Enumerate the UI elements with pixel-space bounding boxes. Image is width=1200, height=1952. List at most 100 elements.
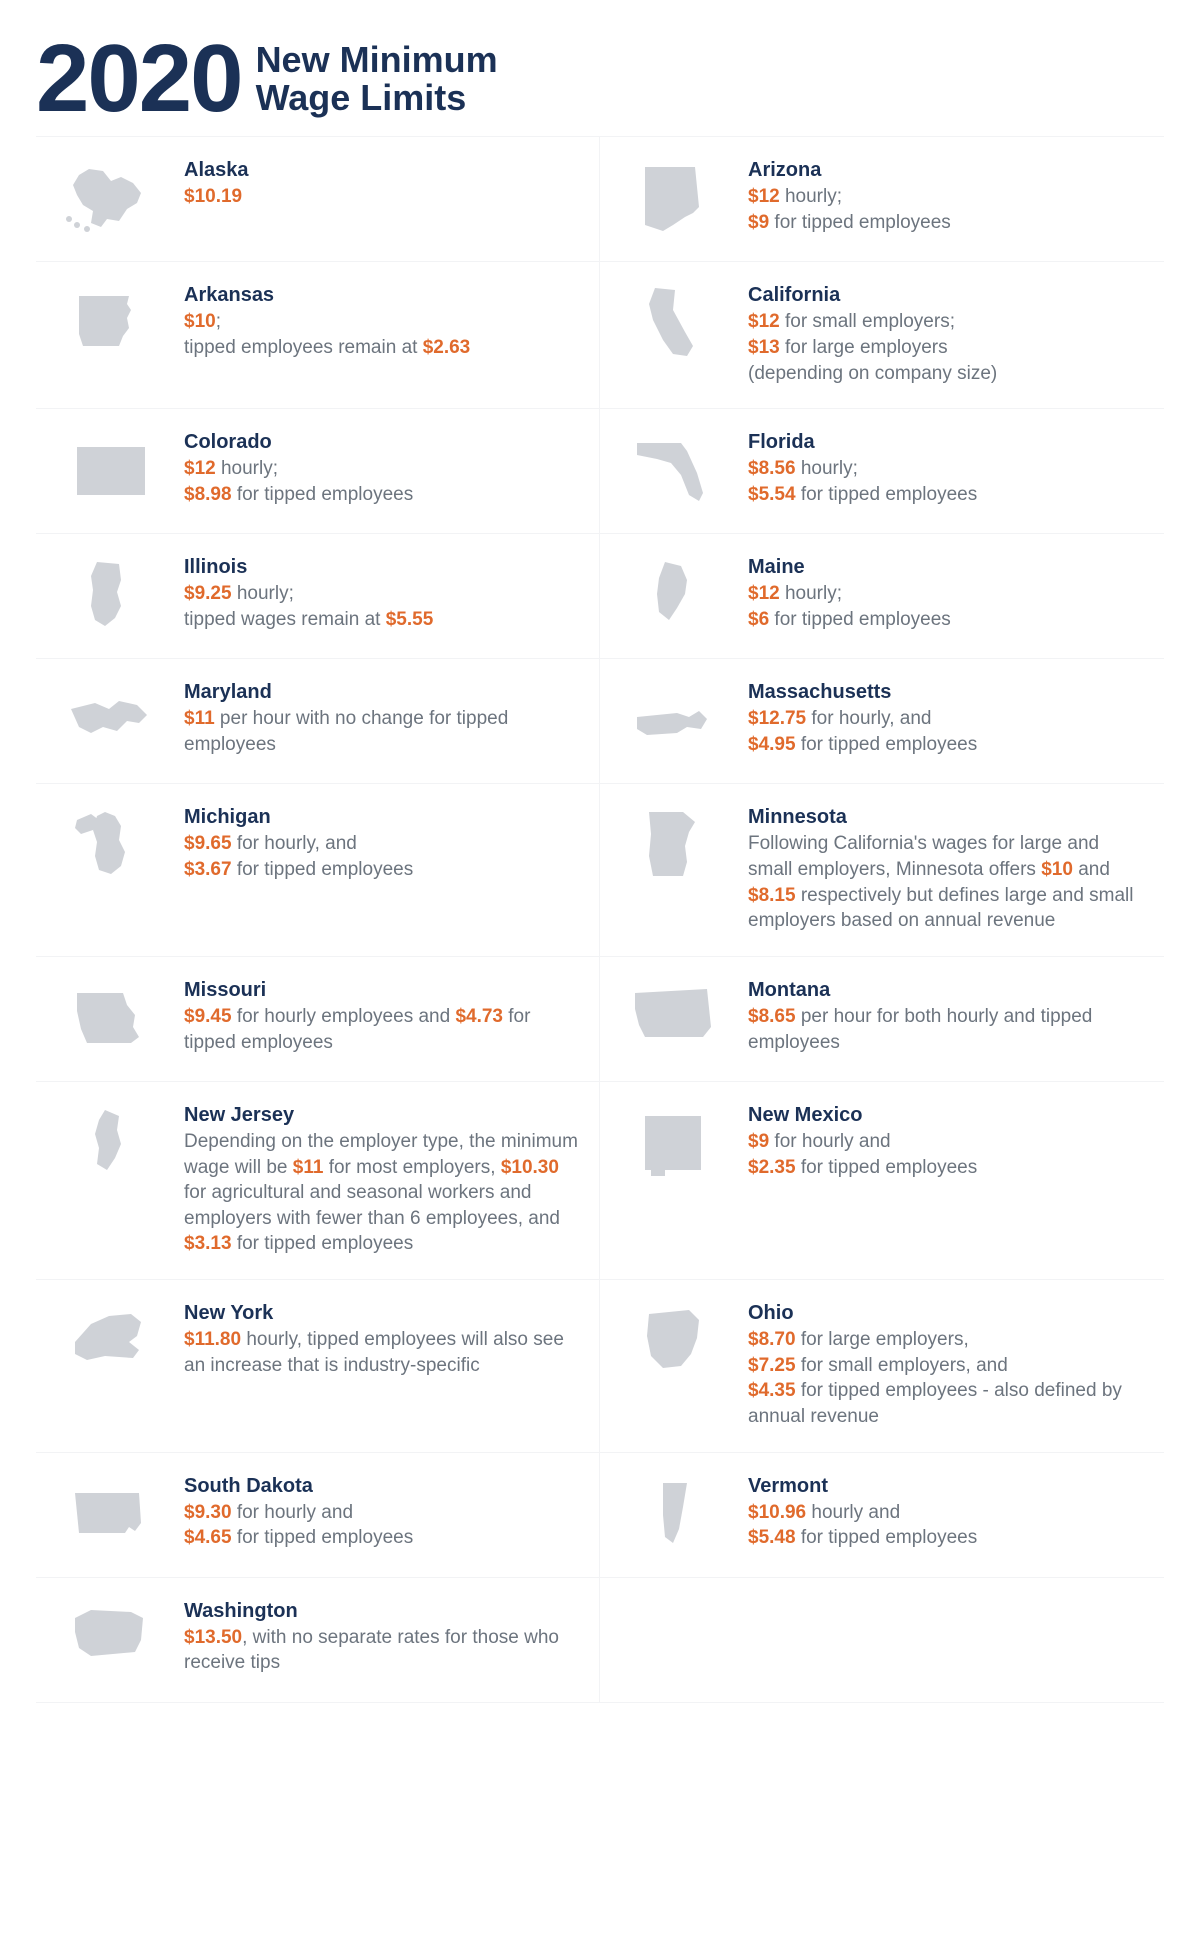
state-body: New JerseyDepending on the employer type… bbox=[184, 1104, 579, 1257]
state-body: Florida$8.56 hourly;$5.54 for tipped emp… bbox=[748, 431, 1144, 507]
empty-cell bbox=[600, 1578, 1164, 1703]
description-text: for large employers bbox=[780, 337, 948, 358]
wage-amount: $5.54 bbox=[748, 484, 796, 505]
state-silhouette-icon bbox=[56, 431, 166, 511]
state-body: South Dakota$9.30 for hourly and$4.65 fo… bbox=[184, 1475, 579, 1551]
state-body: MinnesotaFollowing California's wages fo… bbox=[748, 806, 1144, 934]
wage-amount: $5.55 bbox=[386, 609, 434, 630]
wage-amount: $8.56 bbox=[748, 458, 796, 479]
state-silhouette-icon bbox=[620, 979, 730, 1059]
state-body: Michigan$9.65 for hourly, and$3.67 for t… bbox=[184, 806, 579, 882]
state-name: Minnesota bbox=[748, 806, 1144, 829]
state-body: Maine$12 hourly;$6 for tipped employees bbox=[748, 556, 1144, 632]
state-description: $12.75 for hourly, and$4.95 for tipped e… bbox=[748, 706, 1144, 757]
wage-amount: $11.80 bbox=[184, 1329, 241, 1350]
state-silhouette-icon bbox=[56, 1475, 166, 1555]
state-cell: Missouri$9.45 for hourly employees and $… bbox=[36, 957, 600, 1082]
state-name: Illinois bbox=[184, 556, 579, 579]
description-text: for tipped employees bbox=[232, 1233, 414, 1254]
wage-amount: $4.35 bbox=[748, 1380, 796, 1401]
state-name: Washington bbox=[184, 1600, 579, 1623]
state-silhouette-icon bbox=[620, 284, 730, 364]
wage-amount: $12 bbox=[748, 186, 780, 207]
state-description: $9.45 for hourly employees and $4.73 for… bbox=[184, 1004, 579, 1055]
wage-amount: $8.98 bbox=[184, 484, 232, 505]
wage-amount: $3.13 bbox=[184, 1233, 232, 1254]
state-cell: Arkansas$10;tipped employees remain at $… bbox=[36, 262, 600, 409]
description-text: hourly; bbox=[780, 186, 842, 207]
page-title: New Minimum Wage Limits bbox=[256, 41, 498, 117]
state-body: Ohio$8.70 for large employers,$7.25 for … bbox=[748, 1302, 1144, 1430]
state-silhouette-icon bbox=[56, 979, 166, 1059]
state-name: New Jersey bbox=[184, 1104, 579, 1127]
state-body: Missouri$9.45 for hourly employees and $… bbox=[184, 979, 579, 1055]
state-description: $12 hourly;$8.98 for tipped employees bbox=[184, 456, 579, 507]
state-name: Montana bbox=[748, 979, 1144, 1002]
state-name: Vermont bbox=[748, 1475, 1144, 1498]
description-text: for hourly, and bbox=[232, 833, 357, 854]
state-cell: South Dakota$9.30 for hourly and$4.65 fo… bbox=[36, 1453, 600, 1578]
state-silhouette-icon bbox=[56, 1104, 166, 1184]
states-grid: Alaska$10.19Arizona$12 hourly;$9 for tip… bbox=[36, 136, 1164, 1702]
description-text: for small employers; bbox=[780, 311, 955, 332]
state-body: Vermont$10.96 hourly and$5.48 for tipped… bbox=[748, 1475, 1144, 1551]
state-silhouette-icon bbox=[620, 431, 730, 511]
state-silhouette-icon bbox=[56, 159, 166, 239]
description-text: for tipped employees bbox=[232, 484, 414, 505]
state-body: California$12 for small employers;$13 fo… bbox=[748, 284, 1144, 386]
state-silhouette-icon bbox=[56, 1600, 166, 1680]
wage-amount: $8.15 bbox=[748, 885, 796, 906]
state-description: $9.30 for hourly and$4.65 for tipped emp… bbox=[184, 1500, 579, 1551]
wage-amount: $10.30 bbox=[501, 1157, 559, 1178]
state-description: $12 for small employers;$13 for large em… bbox=[748, 309, 1144, 386]
state-name: Missouri bbox=[184, 979, 579, 1002]
state-cell: Florida$8.56 hourly;$5.54 for tipped emp… bbox=[600, 409, 1164, 534]
state-description: $10.96 hourly and$5.48 for tipped employ… bbox=[748, 1500, 1144, 1551]
state-body: New Mexico$9 for hourly and$2.35 for tip… bbox=[748, 1104, 1144, 1180]
state-cell: Illinois$9.25 hourly;tipped wages remain… bbox=[36, 534, 600, 659]
state-description: $8.65 per hour for both hourly and tippe… bbox=[748, 1004, 1144, 1055]
wage-amount: $10 bbox=[1041, 859, 1073, 880]
state-cell: California$12 for small employers;$13 fo… bbox=[600, 262, 1164, 409]
page-header: 2020 New Minimum Wage Limits bbox=[36, 36, 1164, 122]
state-description: $9 for hourly and$2.35 for tipped employ… bbox=[748, 1129, 1144, 1180]
description-text: per hour with no change for tipped emplo… bbox=[184, 708, 508, 755]
title-line-2: Wage Limits bbox=[256, 77, 467, 118]
wage-amount: $10.19 bbox=[184, 186, 242, 207]
state-name: Massachusetts bbox=[748, 681, 1144, 704]
state-body: Colorado$12 hourly;$8.98 for tipped empl… bbox=[184, 431, 579, 507]
state-cell: Maine$12 hourly;$6 for tipped employees bbox=[600, 534, 1164, 659]
state-name: New York bbox=[184, 1302, 579, 1325]
description-text: hourly; bbox=[796, 458, 858, 479]
description-text: for tipped employees bbox=[769, 609, 951, 630]
state-cell: Colorado$12 hourly;$8.98 for tipped empl… bbox=[36, 409, 600, 534]
state-name: New Mexico bbox=[748, 1104, 1144, 1127]
state-silhouette-icon bbox=[620, 681, 730, 761]
state-silhouette-icon bbox=[56, 1302, 166, 1382]
state-description: $10.19 bbox=[184, 184, 579, 210]
state-cell: Alaska$10.19 bbox=[36, 137, 600, 262]
state-cell: Vermont$10.96 hourly and$5.48 for tipped… bbox=[600, 1453, 1164, 1578]
description-text: for tipped employees bbox=[796, 1527, 978, 1548]
state-cell: Washington$13.50, with no separate rates… bbox=[36, 1578, 600, 1703]
state-cell: Massachusetts$12.75 for hourly, and$4.95… bbox=[600, 659, 1164, 784]
description-text: for large employers, bbox=[796, 1329, 969, 1350]
state-name: Ohio bbox=[748, 1302, 1144, 1325]
description-text: tipped wages remain at bbox=[184, 609, 386, 630]
description-text: for tipped employees bbox=[232, 859, 414, 880]
description-text: for hourly and bbox=[232, 1502, 353, 1523]
state-cell: New York$11.80 hourly, tipped employees … bbox=[36, 1280, 600, 1453]
wage-amount: $10 bbox=[184, 311, 216, 332]
state-name: Arizona bbox=[748, 159, 1144, 182]
description-text: for hourly, and bbox=[806, 708, 931, 729]
state-description: $11.80 hourly, tipped employees will als… bbox=[184, 1327, 579, 1378]
state-description: Following California's wages for large a… bbox=[748, 831, 1144, 934]
description-text: for tipped employees bbox=[796, 1157, 978, 1178]
state-cell: Michigan$9.65 for hourly, and$3.67 for t… bbox=[36, 784, 600, 957]
wage-amount: $9.25 bbox=[184, 583, 232, 604]
wage-amount: $6 bbox=[748, 609, 769, 630]
year-label: 2020 bbox=[36, 36, 242, 122]
title-line-1: New Minimum bbox=[256, 39, 498, 80]
state-description: $9.25 hourly;tipped wages remain at $5.5… bbox=[184, 581, 579, 632]
description-text: hourly and bbox=[806, 1502, 900, 1523]
